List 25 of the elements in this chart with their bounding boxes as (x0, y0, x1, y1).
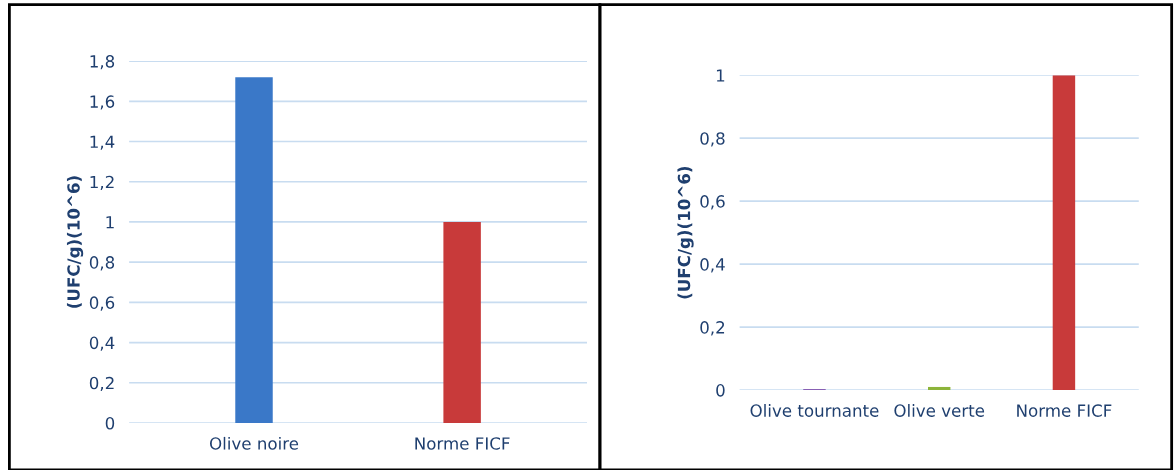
y-tick-label: 1,8 (90, 55, 115, 70)
y-tick-label: 0,4 (89, 336, 115, 351)
y-axis-title: (UFC/g)(10^6) (66, 176, 84, 308)
y-tick-label: 0,6 (700, 195, 725, 210)
y-tick-label: 0,8 (89, 256, 115, 271)
y-tick-label: 1 (716, 69, 725, 82)
y-tick-label: 1,2 (90, 175, 114, 190)
y-tick-label: 0,6 (89, 296, 115, 311)
x-tick-label: Olive tournante (750, 403, 879, 417)
y-tick-label: 0,2 (700, 321, 725, 336)
y-tick-label: 0 (716, 384, 725, 397)
y-tick-label: 1,6 (90, 95, 115, 110)
x-tick-label: Norme FICF (415, 437, 510, 450)
y-tick-label: 1 (106, 216, 114, 229)
y-tick-label: 0 (105, 416, 115, 430)
x-tick-label: Olive noire (209, 436, 299, 450)
x-tick-label: Olive verte (894, 403, 985, 417)
x-tick-label: Norme FICF (1017, 404, 1112, 417)
y-tick-label: 0,8 (700, 132, 725, 147)
bar (1052, 75, 1076, 391)
bar (927, 386, 951, 391)
y-tick-label: 1,4 (90, 135, 115, 150)
y-tick-label: 0,2 (89, 376, 114, 392)
y-tick-label: 0,4 (700, 258, 725, 273)
y-axis-title: (UFC/g)(10^6) (677, 166, 694, 299)
